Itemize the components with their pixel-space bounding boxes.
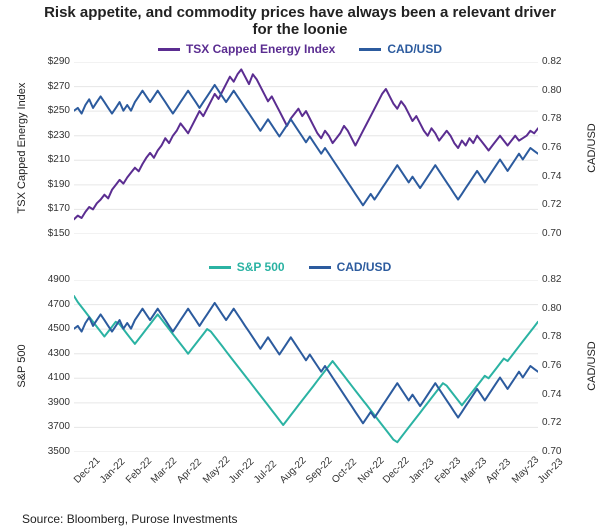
- legend-label: TSX Capped Energy Index: [186, 42, 335, 56]
- y-tick-label: 3700: [34, 421, 70, 432]
- legend-bottom: S&P 500 CAD/USD: [0, 260, 600, 274]
- y-tick-label: 0.74: [542, 389, 578, 400]
- source-text: Source: Bloomberg, Purose Investments: [22, 512, 237, 526]
- legend-item: CAD/USD: [309, 260, 392, 274]
- legend-swatch: [309, 266, 331, 269]
- y-tick-label: $170: [34, 203, 70, 214]
- y-tick-label: 4900: [34, 274, 70, 285]
- series-cad_usd_top: [74, 85, 538, 205]
- y-tick-label: 0.74: [542, 171, 578, 182]
- legend-swatch: [359, 48, 381, 51]
- x-tick-label: Jan-23: [407, 456, 436, 485]
- legend-label: CAD/USD: [387, 42, 442, 56]
- y-tick-label: 0.78: [542, 331, 578, 342]
- y-tick-label: $210: [34, 154, 70, 165]
- y-tick-label: 4700: [34, 299, 70, 310]
- y-tick-label: 0.82: [542, 274, 578, 285]
- x-tick-label: Feb-23: [433, 456, 463, 486]
- legend-swatch: [209, 266, 231, 269]
- figure-container: Risk appetite, and commodity prices have…: [0, 0, 600, 532]
- y-tick-label: 4300: [34, 348, 70, 359]
- x-tick-label: May-22: [201, 454, 232, 485]
- series-cad_usd_bot: [74, 303, 538, 423]
- legend-item: TSX Capped Energy Index: [158, 42, 335, 56]
- y-tick-label: $190: [34, 179, 70, 190]
- x-tick-label: Jan-22: [98, 456, 127, 485]
- axis-label-top-left: TSX Capped Energy Index: [16, 62, 28, 234]
- y-tick-label: 3500: [34, 446, 70, 457]
- y-tick-label: 4500: [34, 323, 70, 334]
- legend-item: S&P 500: [209, 260, 285, 274]
- y-tick-label: 0.82: [542, 56, 578, 67]
- legend-item: CAD/USD: [359, 42, 442, 56]
- legend-label: CAD/USD: [337, 260, 392, 274]
- legend-label: S&P 500: [237, 260, 285, 274]
- y-tick-label: 0.80: [542, 85, 578, 96]
- legend-top: TSX Capped Energy Index CAD/USD: [0, 42, 600, 56]
- y-tick-label: $250: [34, 105, 70, 116]
- x-tick-label: May-23: [510, 454, 541, 485]
- x-tick-label: Mar-22: [149, 456, 179, 486]
- y-tick-label: $290: [34, 56, 70, 67]
- y-tick-label: 3900: [34, 397, 70, 408]
- chart-top-svg: [74, 62, 538, 234]
- x-tick-label: Feb-22: [124, 456, 154, 486]
- chart-bottom: [74, 280, 538, 452]
- y-tick-label: 0.70: [542, 228, 578, 239]
- x-tick-label: Mar-23: [459, 456, 489, 486]
- y-tick-label: 0.78: [542, 113, 578, 124]
- axis-label-bottom-right: CAD/USD: [586, 280, 598, 452]
- x-tick-label: Oct-22: [330, 457, 359, 486]
- y-tick-label: $270: [34, 81, 70, 92]
- chart-top: [74, 62, 538, 234]
- x-tick-label: Aug-22: [278, 455, 309, 486]
- y-tick-label: 0.76: [542, 142, 578, 153]
- y-tick-label: 4100: [34, 372, 70, 383]
- legend-swatch: [158, 48, 180, 51]
- x-tick-label: Apr-23: [484, 457, 513, 486]
- axis-label-top-right: CAD/USD: [586, 62, 598, 234]
- y-tick-label: 0.72: [542, 199, 578, 210]
- y-tick-label: 0.70: [542, 446, 578, 457]
- chart-bottom-svg: [74, 280, 538, 452]
- y-tick-label: $230: [34, 130, 70, 141]
- x-tick-label: Apr-22: [175, 457, 204, 486]
- y-tick-label: 0.80: [542, 303, 578, 314]
- axis-label-bottom-left: S&P 500: [16, 280, 28, 452]
- y-tick-label: $150: [34, 228, 70, 239]
- x-tick-label: Sep-22: [304, 455, 335, 486]
- x-tick-label: Dec-21: [72, 455, 103, 486]
- x-tick-label: Nov-22: [356, 455, 387, 486]
- y-tick-label: 0.72: [542, 417, 578, 428]
- x-tick-label: Dec-22: [381, 455, 412, 486]
- y-tick-label: 0.76: [542, 360, 578, 371]
- series-sp500: [74, 296, 538, 442]
- chart-title: Risk appetite, and commodity prices have…: [0, 4, 600, 38]
